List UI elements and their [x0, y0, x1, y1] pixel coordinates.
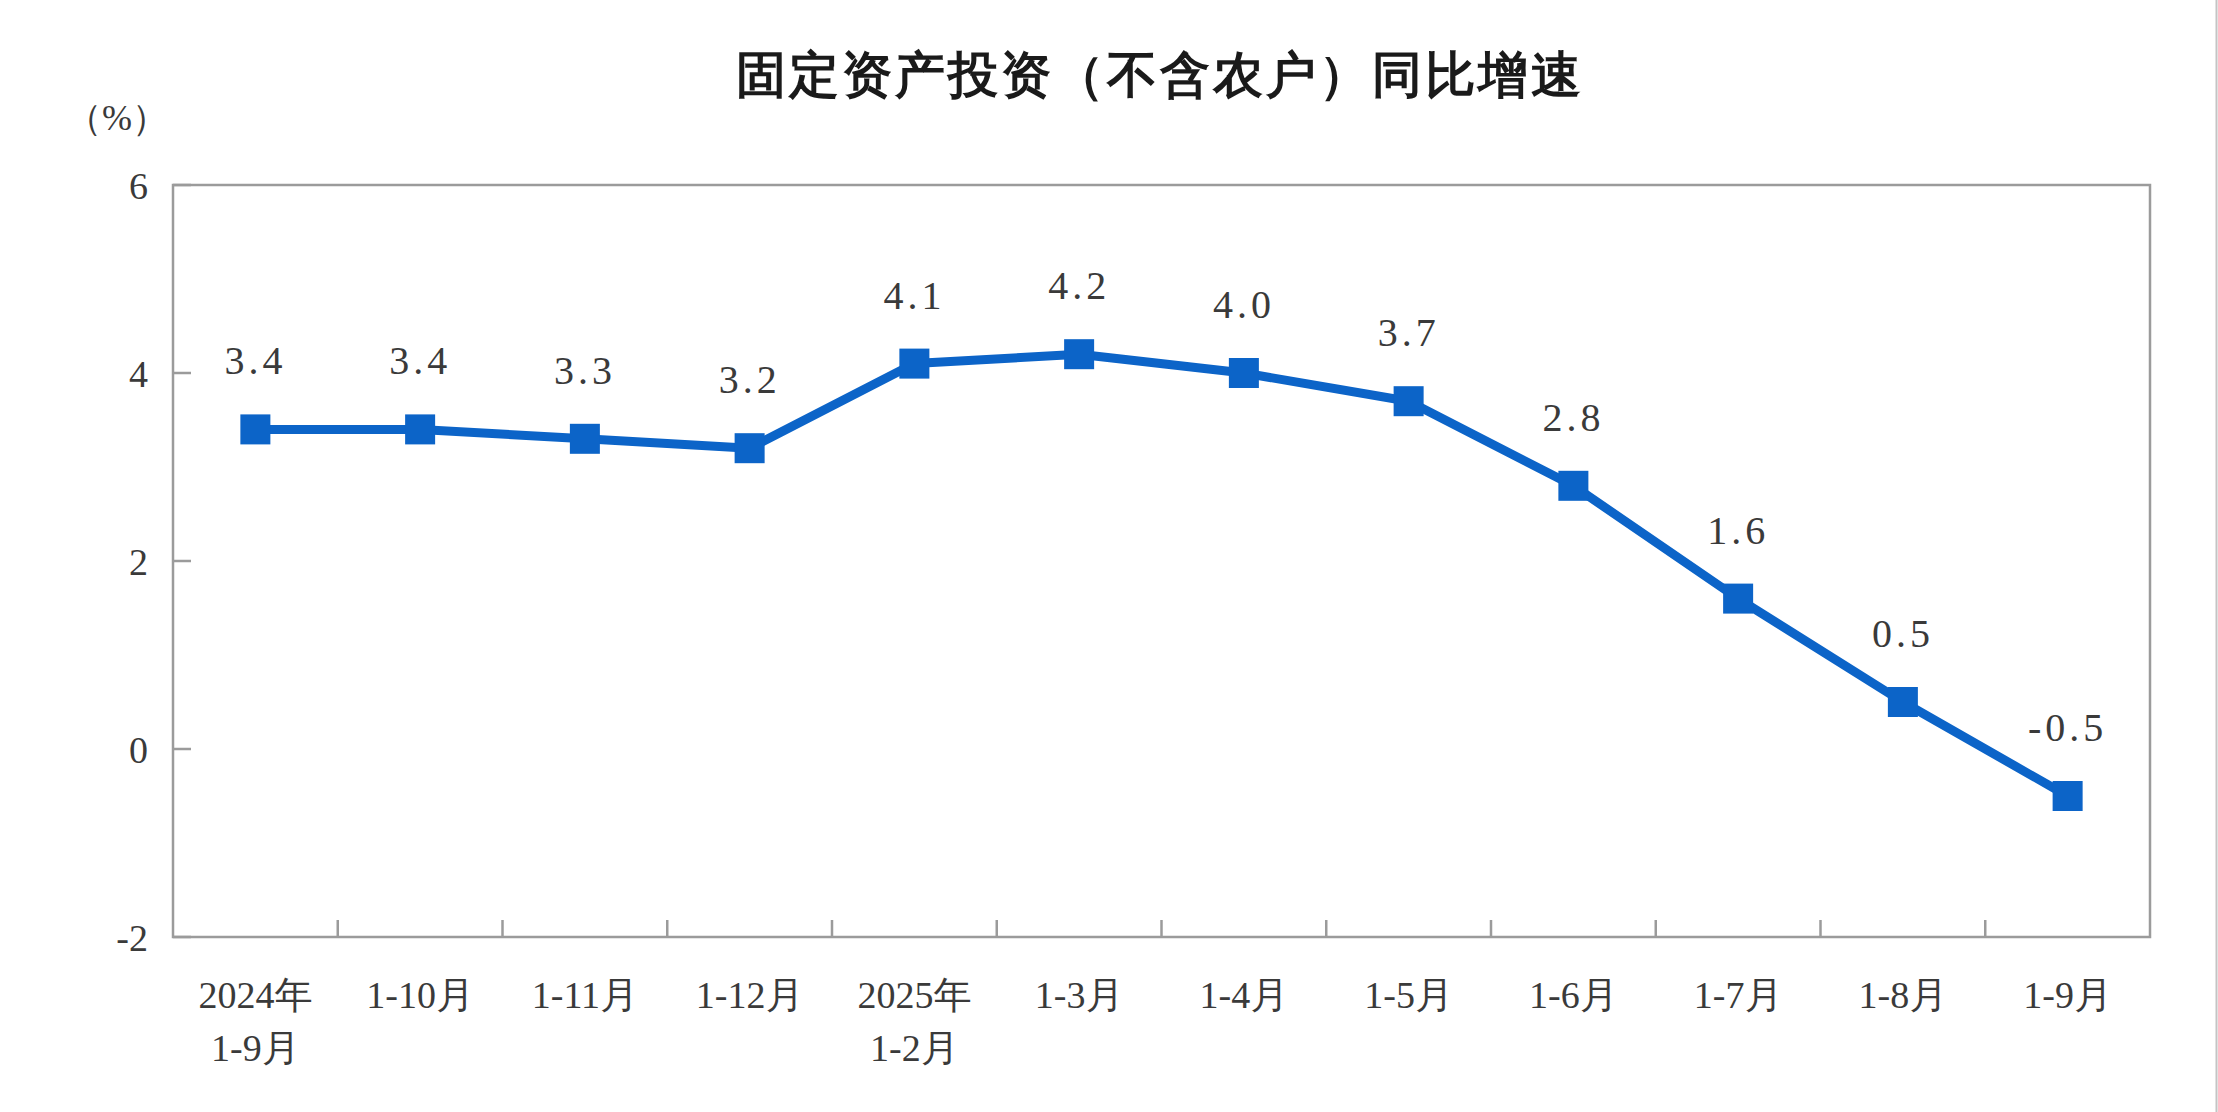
data-point-marker	[899, 349, 929, 379]
x-category-label-line: 1-3月	[1035, 974, 1124, 1016]
x-category-label-line: 2025年	[857, 974, 971, 1016]
x-category-label-line: 1-8月	[1859, 974, 1948, 1016]
data-point-label: 4.1	[883, 273, 945, 318]
data-point-marker	[1394, 386, 1424, 416]
x-category-label-line: 1-10月	[366, 974, 474, 1016]
x-category-label-line: 1-9月	[2023, 974, 2112, 1016]
x-category-label-line: 1-11月	[532, 974, 638, 1016]
x-category-label: 1-11月	[532, 974, 638, 1016]
data-point-marker	[405, 414, 435, 444]
chart-canvas: 固定资产投资（不含农户）同比增速 （%） 6 4 2 0 -2 2024年 1-9月 1-10…	[0, 0, 2218, 1112]
x-category-label-line: 1-7月	[1694, 974, 1783, 1016]
x-category-label-line: 1-6月	[1529, 974, 1618, 1016]
data-point-marker	[1229, 358, 1259, 388]
x-category-label-line: 1-9月	[211, 1027, 300, 1069]
x-category-label: 1-9月	[2023, 974, 2112, 1016]
series-line	[255, 354, 2067, 796]
data-point-marker	[2053, 781, 2083, 811]
chart-title: 固定资产投资（不含农户）同比增速	[736, 47, 1584, 103]
x-category-label-line: 1-5月	[1364, 974, 1453, 1016]
x-category-label: 1-4月	[1200, 974, 1289, 1016]
data-point-marker	[240, 414, 270, 444]
y-axis-unit-label: （%）	[66, 98, 168, 138]
plot-border	[173, 185, 2150, 937]
data-point-marker	[735, 433, 765, 463]
y-tick-label: 0	[129, 729, 148, 771]
x-category-label-line: 1-4月	[1200, 974, 1289, 1016]
y-tick-label: -2	[116, 917, 148, 959]
x-category-label-line: 2024年	[198, 974, 312, 1016]
y-tick-label: 4	[129, 353, 148, 395]
data-point-marker	[1723, 584, 1753, 614]
x-category-label: 1-3月	[1035, 974, 1124, 1016]
data-point-marker	[570, 424, 600, 454]
x-category-label: 1-6月	[1529, 974, 1618, 1016]
fixed-asset-investment-line-chart: 固定资产投资（不含农户）同比增速 （%） 6 4 2 0 -2 2024年 1-9月 1-10…	[0, 0, 2218, 1112]
data-point-label: 3.4	[224, 338, 286, 383]
data-point-label: 3.4	[389, 338, 451, 383]
data-point-label: 4.2	[1048, 263, 1110, 308]
data-point-label: 3.2	[719, 357, 781, 402]
x-category-label: 2024年 1-9月	[198, 974, 312, 1069]
x-category-label-line: 1-12月	[696, 974, 804, 1016]
data-point-marker	[1064, 339, 1094, 369]
data-point-label: -0.5	[2028, 705, 2107, 750]
plot-area: 6 4 2 0 -2 2024年 1-9月 1-10月 1-11月 1-12月 2025年 1-2月 1…	[116, 165, 2150, 1069]
data-point-label: 2.8	[1542, 395, 1604, 440]
x-category-label: 2025年 1-2月	[857, 974, 971, 1069]
data-point-label: 3.7	[1378, 310, 1440, 355]
x-category-label: 1-12月	[696, 974, 804, 1016]
x-category-label: 1-7月	[1694, 974, 1783, 1016]
data-point-label: 1.6	[1707, 508, 1769, 553]
y-tick-label: 6	[129, 165, 148, 207]
x-category-label: 1-5月	[1364, 974, 1453, 1016]
x-category-label-line: 1-2月	[870, 1027, 959, 1069]
data-point-label: 3.3	[554, 348, 616, 393]
x-category-label: 1-10月	[366, 974, 474, 1016]
data-point-label: 0.5	[1872, 611, 1934, 656]
x-category-label: 1-8月	[1859, 974, 1948, 1016]
data-point-marker	[1888, 687, 1918, 717]
y-tick-label: 2	[129, 541, 148, 583]
data-point-label: 4.0	[1213, 282, 1275, 327]
data-point-marker	[1558, 471, 1588, 501]
